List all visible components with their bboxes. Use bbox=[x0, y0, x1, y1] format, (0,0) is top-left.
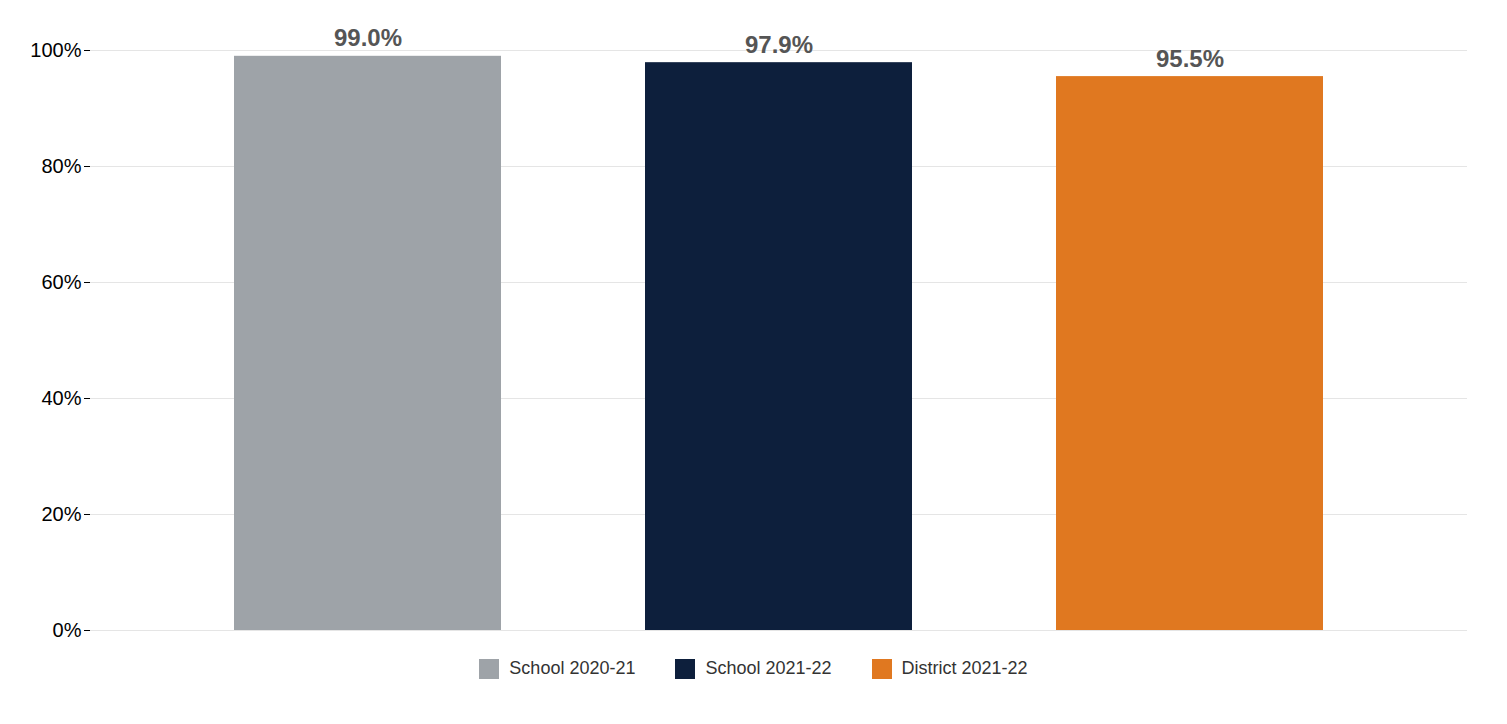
svg-text:40%: 40% bbox=[41, 387, 81, 409]
svg-text:99.0%: 99.0% bbox=[334, 24, 402, 51]
svg-text:97.9%: 97.9% bbox=[745, 31, 813, 58]
svg-text:95.5%: 95.5% bbox=[1156, 45, 1224, 72]
svg-text:0%: 0% bbox=[53, 619, 82, 641]
svg-text:60%: 60% bbox=[41, 271, 81, 293]
svg-text:100%: 100% bbox=[30, 39, 81, 61]
svg-text:80%: 80% bbox=[41, 155, 81, 177]
html-text:School 2021-22: School 2021-22 bbox=[705, 658, 832, 678]
html-text:District 2021-22: District 2021-22 bbox=[901, 658, 1028, 678]
html-text:School 2020-21: School 2020-21 bbox=[509, 658, 636, 678]
svg-text:20%: 20% bbox=[41, 503, 81, 525]
